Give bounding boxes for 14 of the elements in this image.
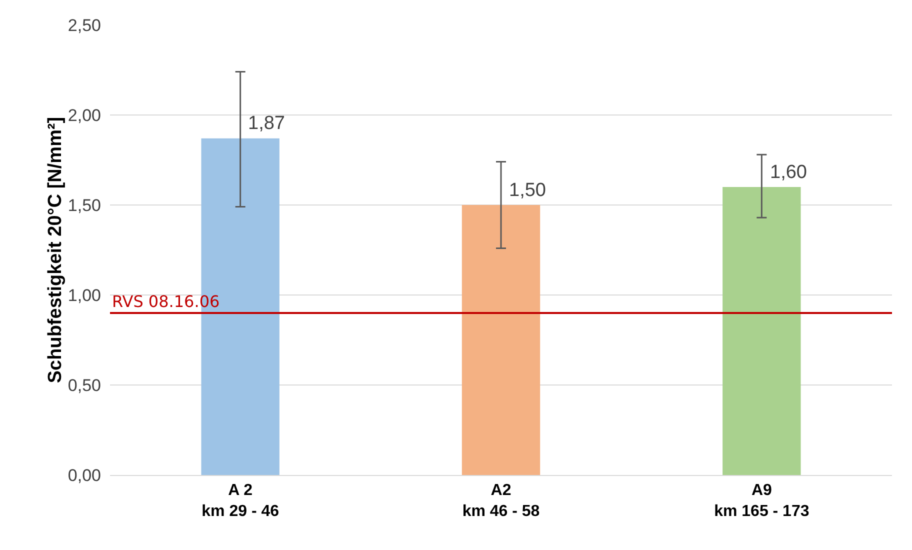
data-label: 1,50 [509,180,546,201]
x-tick-label: A9 km 165 - 173 [714,482,810,520]
y-tick-label: 2,00 [68,106,101,125]
x-tick-label: A2 km 46 - 58 [462,482,540,520]
y-tick-label: 1,00 [68,286,101,305]
y-tick-label: 2,50 [68,16,101,35]
ref-line-label: RVS 08.16.06 [112,292,220,311]
y-tick-label: 1,50 [68,196,101,215]
data-label: 1,87 [248,113,285,134]
x-tick-label: A 2 km 29 - 46 [202,482,280,520]
y-axis-title: Schubfestigkeit 20°C [N/mm²] [44,116,66,384]
data-label: 1,60 [770,162,807,183]
y-tick-label: 0,50 [68,376,101,395]
y-tick-label: 0,00 [68,466,101,485]
